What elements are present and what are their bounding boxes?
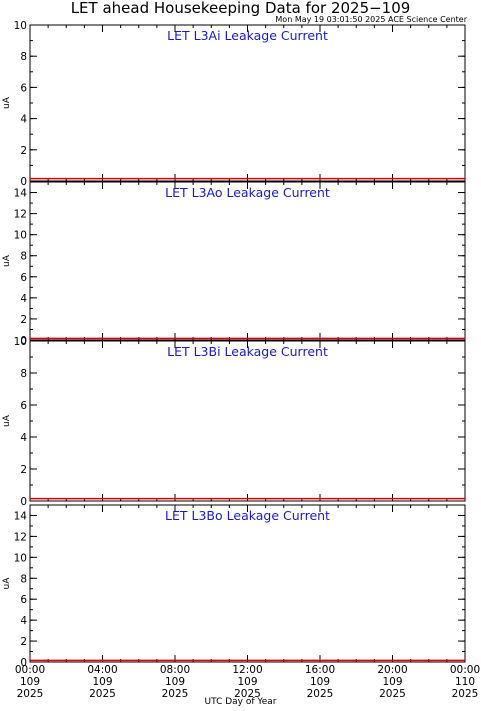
x-tick-label-year: 2025 — [452, 688, 479, 700]
y-tick-label: 0 — [20, 657, 27, 669]
y-tick-label: 12 — [14, 209, 27, 221]
y-tick-label: 2 — [20, 464, 27, 476]
x-tick-label-day: 109 — [237, 676, 257, 688]
x-tick-label-time: 20:00 — [377, 664, 407, 676]
x-tick-label-time: 00:00 — [15, 664, 45, 676]
plot-frame — [29, 24, 466, 182]
y-axis-label: uA — [2, 414, 12, 427]
panel-title: LET L3Bo Leakage Current — [165, 508, 330, 523]
timestamp-subtitle: Mon May 19 03:01:50 2025 ACE Science Cen… — [275, 15, 467, 24]
x-tick-label-year: 2025 — [89, 688, 116, 700]
panel-title: LET L3Ao Leakage Current — [165, 185, 330, 200]
y-tick-label: 4 — [20, 114, 27, 126]
y-tick-label: 8 — [20, 573, 27, 585]
y-tick-label: 4 — [20, 432, 27, 444]
x-tick-label-time: 16:00 — [305, 664, 335, 676]
x-tick-label-time: 00:00 — [450, 664, 480, 676]
y-tick-label: 14 — [14, 510, 28, 522]
y-tick-label: 0 — [20, 335, 27, 347]
y-tick-label: 10 — [14, 336, 27, 348]
panel-1: 0 2 4 6 8 10 uA LET L3Ai Leakage Current — [2, 20, 466, 188]
y-tick-label: 0 — [20, 496, 27, 508]
plot-frame — [29, 181, 466, 341]
y-axis-label: uA — [2, 577, 12, 590]
y-tick-label: 4 — [20, 615, 27, 627]
y-tick-label: 10 — [14, 230, 27, 242]
panel-title: LET L3Ai Leakage Current — [167, 28, 328, 43]
panel-4: 0 2 4 6 8 10 12 14 uA LET L3Bo Leakage Current — [2, 504, 466, 669]
y-tick-label: 2 — [20, 145, 27, 157]
y-axis-label: uA — [2, 254, 12, 267]
panel-title: LET L3Bi Leakage Current — [167, 344, 328, 359]
y-tick-label: 2 — [20, 314, 27, 326]
y-tick-label: 10 — [14, 552, 27, 564]
y-tick-label: 2 — [20, 636, 27, 648]
plot-frame — [29, 504, 466, 663]
panel-2: 0 2 4 6 8 10 12 14 uA LET L3Ao Leakage Current — [2, 181, 466, 347]
y-tick-label: 10 — [14, 20, 27, 32]
x-tick-label-day: 109 — [20, 676, 40, 688]
x-tick-label-year: 2025 — [162, 688, 189, 700]
y-tick-label: 0 — [20, 176, 27, 188]
x-axis-label: UTC Day of Year — [204, 697, 277, 707]
x-tick-label-year: 2025 — [234, 688, 261, 700]
y-tick-label: 6 — [20, 400, 27, 412]
x-tick-label-time: 08:00 — [160, 664, 190, 676]
x-tick-label-day: 109 — [92, 676, 112, 688]
x-tick-label-year: 2025 — [307, 688, 334, 700]
y-tick-label: 4 — [20, 293, 27, 305]
y-tick-label: 14 — [14, 188, 28, 200]
plot-frame — [29, 340, 466, 502]
y-tick-label: 12 — [14, 531, 27, 543]
page-title: LET ahead Housekeeping Data for 2025−109 — [70, 0, 411, 17]
x-tick-labels: 00:00109202504:00109202508:00109202512:0… — [15, 664, 480, 700]
y-tick-label: 8 — [20, 51, 27, 63]
x-tick-label-day: 109 — [165, 676, 185, 688]
x-tick-label-year: 2025 — [17, 688, 44, 700]
y-tick-label: 6 — [20, 594, 27, 606]
x-tick-label-day: 109 — [310, 676, 330, 688]
panel-3: 0 2 4 6 8 10 uA LET L3Bi Leakage Current — [2, 336, 466, 508]
y-tick-label: 6 — [20, 272, 27, 284]
x-tick-label-time: 12:00 — [232, 664, 262, 676]
y-tick-label: 6 — [20, 82, 27, 94]
x-tick-label-year: 2025 — [379, 688, 406, 700]
x-tick-label-time: 04:00 — [87, 664, 117, 676]
y-axis-label: uA — [2, 96, 12, 109]
x-tick-label-day: 109 — [382, 676, 402, 688]
x-tick-label-day: 110 — [455, 676, 475, 688]
y-tick-label: 8 — [20, 368, 27, 380]
y-tick-label: 8 — [20, 251, 27, 263]
